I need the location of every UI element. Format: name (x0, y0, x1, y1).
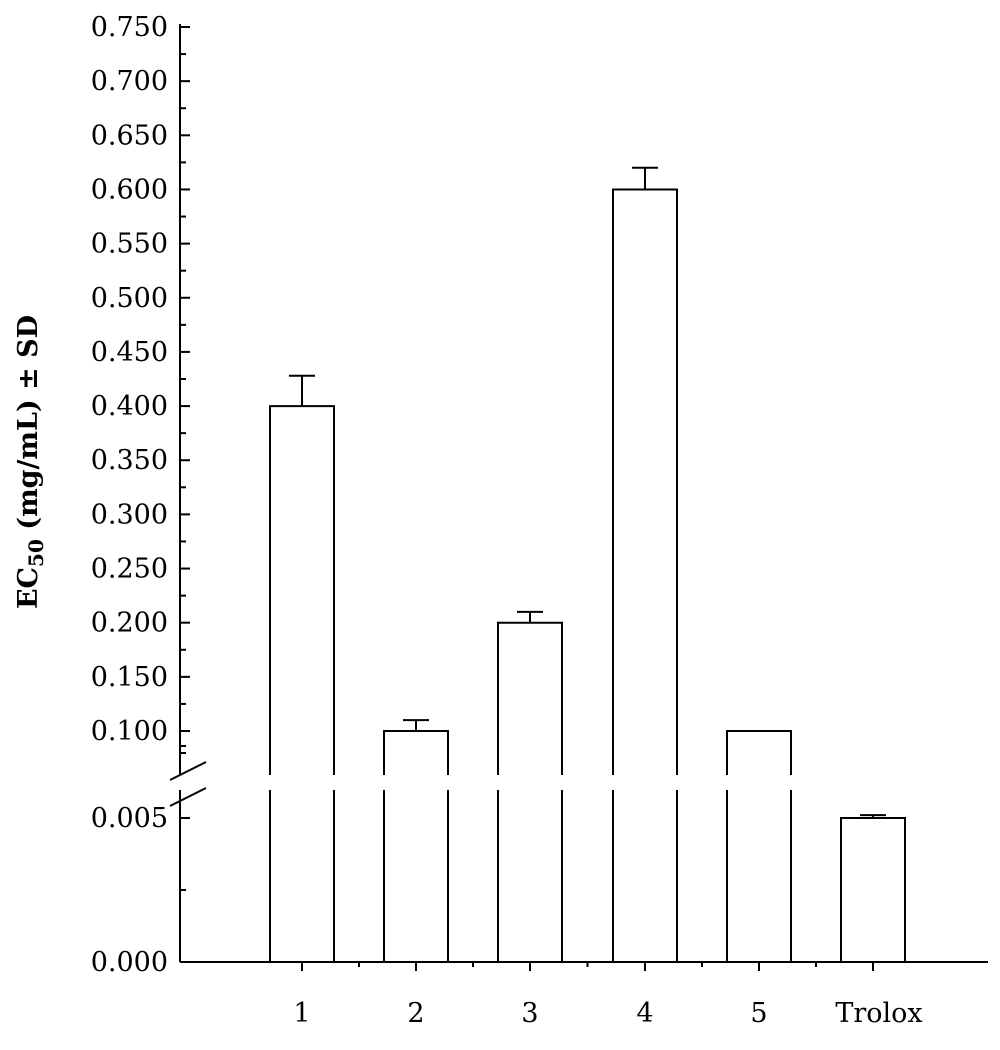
y-tick-label: 0.200 (91, 608, 168, 639)
y-tick-label: 0.300 (91, 499, 168, 530)
bar-2-upper (383, 730, 449, 775)
y-tick-label: 0.550 (91, 229, 168, 260)
bar-1-lower (269, 790, 335, 962)
bar-2-lower (383, 790, 449, 962)
x-tick-label: 2 (407, 998, 424, 1029)
y-tick-label: 0.350 (91, 445, 168, 476)
x-tick-label: 5 (750, 998, 767, 1029)
bar-1-upper (269, 405, 335, 775)
y-tick-label: 0.650 (91, 120, 168, 151)
bar-4-upper (612, 188, 678, 775)
y-tick-label: 0.500 (91, 283, 168, 314)
y-axis-label: EC50 (mg/mL) ± SD (13, 315, 48, 609)
y-tick-label: 0.250 (91, 554, 168, 585)
x-tick-label: 1 (293, 998, 310, 1029)
bar-3-lower (497, 790, 563, 962)
y-ticks: 0.000 0.005 0.100 0.150 0.200 0.250 0.300 0.350… (91, 12, 190, 978)
y-axis-label-suffix: (mg/mL) ± SD (13, 315, 44, 539)
y-tick-label: 0.450 (91, 337, 168, 368)
y-tick-label: 0.400 (91, 391, 168, 422)
y-tick-label: 0.600 (91, 174, 168, 205)
y-axis-label-prefix: EC (13, 567, 44, 609)
bar-4-lower (612, 790, 678, 962)
axis-break-mark (169, 761, 207, 781)
bar-3-upper (497, 621, 563, 775)
bar-5-lower (726, 790, 792, 962)
y-tick-label: 0.150 (91, 662, 168, 693)
y-axis-label-subscript: 50 (24, 539, 48, 567)
axis-break (169, 761, 207, 807)
x-tick-label: 4 (636, 998, 653, 1029)
error-bars (289, 166, 886, 818)
y-tick-label: 0.700 (91, 66, 168, 97)
y-tick-label: 0.005 (91, 803, 168, 834)
bar-5-upper (726, 730, 792, 775)
bar-Trolox (840, 817, 906, 963)
axis-break-mark (169, 787, 207, 807)
x-tick-label: Trolox (835, 998, 922, 1029)
x-tick-label: 3 (521, 998, 538, 1029)
y-tick-label: 0.750 (91, 12, 168, 43)
y-axis-label-group: EC50 (mg/mL) ± SD (13, 315, 48, 609)
y-tick-label: 0.000 (91, 947, 168, 978)
bars (269, 188, 906, 963)
y-tick-label: 0.100 (91, 716, 168, 747)
category-labels: 1 2 3 4 5 Trolox (293, 962, 923, 1029)
